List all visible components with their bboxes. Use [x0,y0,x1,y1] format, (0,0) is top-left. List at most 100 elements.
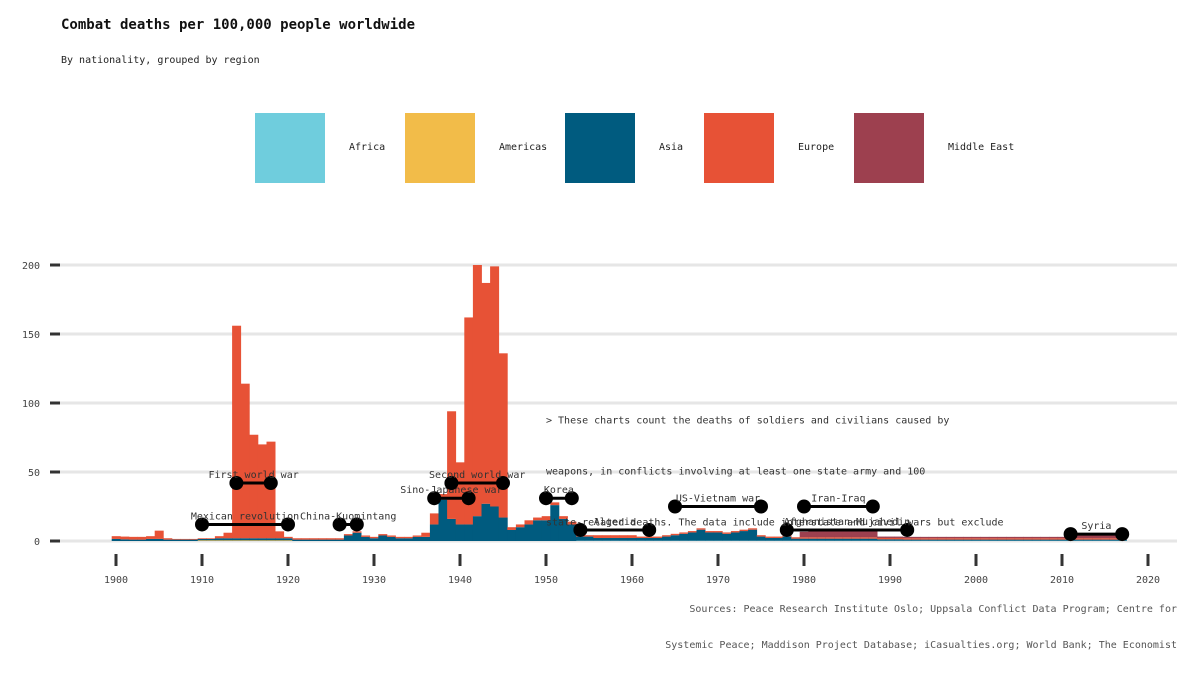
bar-middle-east [963,536,973,539]
bar-europe [997,538,1007,540]
bar-asia [1100,539,1110,541]
bar-asia [920,539,930,541]
bar-asia [773,537,783,541]
bar-asia [670,535,680,541]
bar-europe [748,528,758,530]
bar-asia [1074,539,1084,541]
bar-europe [240,383,250,539]
bar-europe [739,529,749,532]
bar-asia [395,538,405,541]
bar-europe [644,536,654,538]
bar-europe [920,538,930,540]
bar-asia [438,499,448,541]
bar-middle-east [1109,535,1119,539]
bar-americas [249,540,259,541]
bar-europe [687,531,697,533]
bar-europe [584,535,594,537]
bar-asia [687,532,697,541]
bar-europe [679,532,689,534]
bar-asia [128,539,138,541]
annotation-line: state-related deaths. The data include i… [546,518,1004,529]
y-tick-label: 200 [22,261,40,272]
bar-asia [189,539,199,541]
bar-asia [429,524,439,541]
bar-europe [954,538,964,540]
bar-europe [928,538,938,540]
bar-asia [963,539,973,541]
bar-middle-east [1074,534,1084,539]
bar-asia [1109,539,1119,541]
x-tick-label: 1930 [362,575,386,586]
bar-middle-east [1049,536,1059,539]
x-tick-label: 1980 [792,575,816,586]
bar-asia [988,539,998,541]
bar-asia [911,539,921,541]
war-end-point [865,499,880,514]
bar-europe [352,531,362,533]
bar-europe [868,537,878,539]
bar-europe [421,532,431,537]
war-end-point [461,491,476,506]
bar-asia [584,536,594,541]
bar-europe [128,536,138,540]
bar-europe [197,538,207,539]
bar-europe [189,538,199,540]
legend-swatch-africa [255,113,325,183]
chart-subtitle: By nationality, grouped by region [61,55,260,66]
bar-europe [963,538,973,540]
legend-label-middle-east: Middle East [948,142,1015,153]
bar-asia [404,538,414,541]
bar-asia [971,539,981,541]
bar-asia [954,539,964,541]
bar-europe [799,537,809,539]
bar-asia [791,538,801,541]
bar-asia [1006,539,1016,541]
x-tick-label: 1950 [534,575,558,586]
bar-europe [490,266,500,507]
bar-europe [791,537,801,539]
bar-europe [378,534,388,536]
bar-europe [730,531,740,533]
war-label: Mexican revolution [191,511,299,522]
bar-europe [524,520,534,525]
bar-europe [498,353,508,518]
bar-asia [171,539,181,541]
bar-europe [404,536,414,539]
bar-europe [146,536,156,539]
bar-europe [120,536,130,540]
bar-europe [481,282,491,504]
x-tick-label: 1990 [878,575,902,586]
war-start-point [195,517,209,532]
bar-asia [627,537,637,541]
bar-asia [515,527,525,541]
bar-middle-east [902,536,912,539]
bar-asia [945,539,955,541]
war-label: Sino-Japanese war [400,485,502,496]
bar-europe [971,538,981,540]
war-label: Korea [544,485,574,496]
bar-europe [1014,538,1024,540]
bar-asia [799,538,809,541]
bar-europe [343,534,353,536]
bar-asia [567,524,577,541]
bar-middle-east [885,536,895,538]
war-label: US-Vietnam war [676,494,760,505]
bar-americas [275,540,285,541]
bar-europe [283,536,293,539]
legend-swatch-americas [405,113,475,183]
bar-asia [928,539,938,541]
bar-middle-east [980,536,990,539]
bar-asia [1023,539,1033,541]
bar-middle-east [1031,536,1041,539]
bar-asia [481,503,491,541]
bar-europe [705,531,715,533]
y-tick-label: 100 [22,399,40,410]
war-end-point [564,491,579,506]
sources-line-1: Sources: Peace Research Institute Oslo; … [689,604,1177,615]
bar-asia [619,537,629,541]
legend-label-americas: Americas [499,142,548,153]
bar-europe [902,538,912,540]
bar-asia [825,538,835,541]
bar-middle-east [825,530,835,538]
